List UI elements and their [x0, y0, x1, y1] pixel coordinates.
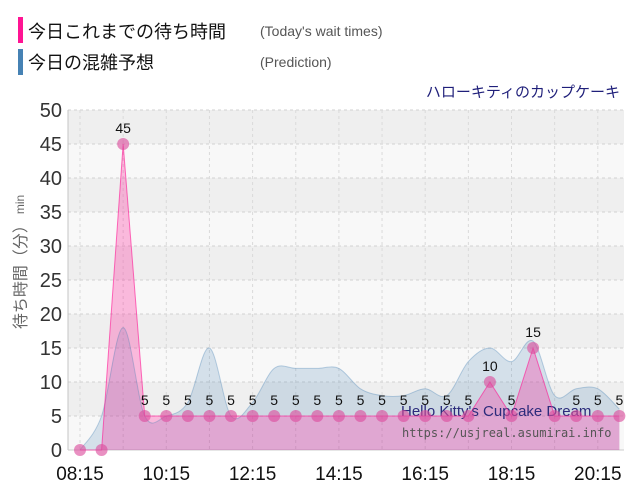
today-point[interactable] [591, 410, 604, 422]
today-data-label: 5 [335, 392, 343, 408]
legend: 今日これまでの待ち時間 (Today's wait times) 今日の混雑予想… [18, 17, 382, 75]
today-data-label: 5 [249, 392, 257, 408]
today-point[interactable] [74, 444, 86, 456]
x-tick-label: 20:15 [574, 464, 622, 485]
today-point[interactable] [397, 410, 410, 422]
today-point[interactable] [117, 138, 130, 150]
today-data-label: 5 [378, 392, 386, 408]
today-point[interactable] [483, 376, 496, 388]
plot-band [68, 382, 624, 416]
plot-band [68, 144, 624, 178]
today-point[interactable] [613, 410, 626, 422]
today-area [80, 144, 620, 450]
today-data-label: 45 [115, 120, 131, 136]
today-point[interactable] [203, 410, 216, 422]
legend-label-prediction: 今日の混雑予想 [28, 53, 154, 74]
plot-band [68, 416, 624, 450]
y-axis-title: 待ち時間（分） min [11, 195, 30, 329]
y-tick-label: 45 [40, 134, 62, 156]
today-point[interactable] [268, 410, 281, 422]
today-data-label: 5 [227, 392, 235, 408]
today-data-label: 5 [572, 392, 580, 408]
today-data-label: 5 [184, 392, 192, 408]
today-point[interactable] [289, 410, 302, 422]
y-tick-label: 15 [40, 338, 62, 360]
x-tick-label: 16:15 [401, 464, 449, 485]
y-tick-label: 10 [40, 372, 62, 394]
today-point[interactable] [376, 410, 389, 422]
legend-item-today[interactable]: 今日これまでの待ち時間 (Today's wait times) [18, 17, 382, 43]
today-point[interactable] [462, 410, 475, 422]
today-data-label: 5 [141, 392, 149, 408]
axes [67, 110, 624, 451]
x-tick-label: 12:15 [229, 464, 277, 485]
today-point[interactable] [570, 410, 583, 422]
today-point[interactable] [225, 410, 238, 422]
today-data-label: 5 [162, 392, 170, 408]
prediction-area [80, 327, 620, 450]
today-data-label: 5 [313, 392, 321, 408]
legend-swatch-prediction [18, 49, 23, 75]
y-axis-title-text: 待ち時間（分） [11, 217, 30, 329]
y-tick-label: 20 [40, 304, 62, 326]
legend-swatch-today [18, 17, 23, 43]
tick-labels: 0 5 10 15 20 25 30 35 40 45 50 08:15 10:15 12:15 14:15… [40, 100, 622, 485]
plot-background [68, 110, 624, 450]
today-point[interactable] [138, 410, 151, 422]
today-point[interactable] [181, 410, 194, 422]
plot-band [68, 246, 624, 280]
series-markers [74, 138, 626, 456]
y-tick-label: 0 [51, 440, 62, 462]
today-point[interactable] [95, 444, 108, 456]
y-tick-label: 30 [40, 236, 62, 258]
watermark-url: https://usjreal.asumirai.info [402, 426, 612, 440]
series-areas [80, 144, 620, 450]
x-tick-label: 18:15 [488, 464, 536, 485]
plot-band [68, 110, 624, 144]
y-tick-label: 35 [40, 202, 62, 224]
x-tick-label: 14:15 [315, 464, 363, 485]
today-data-label: 5 [421, 392, 429, 408]
today-data-label: 5 [400, 392, 408, 408]
y-tick-label: 5 [51, 406, 62, 428]
x-tick-label: 08:15 [56, 464, 104, 485]
today-point[interactable] [246, 410, 259, 422]
x-tick-label: 10:15 [143, 464, 191, 485]
today-data-label: 5 [206, 392, 214, 408]
today-point[interactable] [527, 342, 540, 354]
today-point[interactable] [311, 410, 324, 422]
today-data-label: 5 [594, 392, 602, 408]
today-point[interactable] [548, 410, 561, 422]
legend-label-today: 今日これまでの待ち時間 [28, 22, 226, 43]
today-data-label: 10 [482, 358, 498, 374]
today-point[interactable] [505, 410, 518, 422]
today-data-label: 5 [464, 392, 472, 408]
today-data-label: 5 [357, 392, 365, 408]
today-data-label: 5 [270, 392, 278, 408]
today-point[interactable] [440, 410, 453, 422]
legend-note-today: (Today's wait times) [260, 23, 382, 39]
today-data-label: 5 [443, 392, 451, 408]
today-data-label: 15 [525, 324, 541, 340]
y-tick-label: 40 [40, 168, 62, 190]
y-tick-label: 50 [40, 100, 62, 122]
y-tick-label: 25 [40, 270, 62, 292]
today-point[interactable] [419, 410, 432, 422]
plot-band [68, 178, 624, 212]
today-point[interactable] [354, 410, 367, 422]
chart-title: ハローキティのカップケーキ [426, 83, 620, 101]
plot-band [68, 212, 624, 246]
plot-band [68, 280, 624, 314]
today-data-label: 5 [615, 392, 623, 408]
legend-item-prediction[interactable]: 今日の混雑予想 (Prediction) [18, 49, 332, 75]
legend-note-prediction: (Prediction) [260, 54, 332, 70]
today-point[interactable] [332, 410, 345, 422]
today-point[interactable] [160, 410, 173, 422]
today-data-label: 5 [292, 392, 300, 408]
today-data-label: 5 [508, 392, 516, 408]
y-axis-title-unit: min [13, 195, 27, 214]
